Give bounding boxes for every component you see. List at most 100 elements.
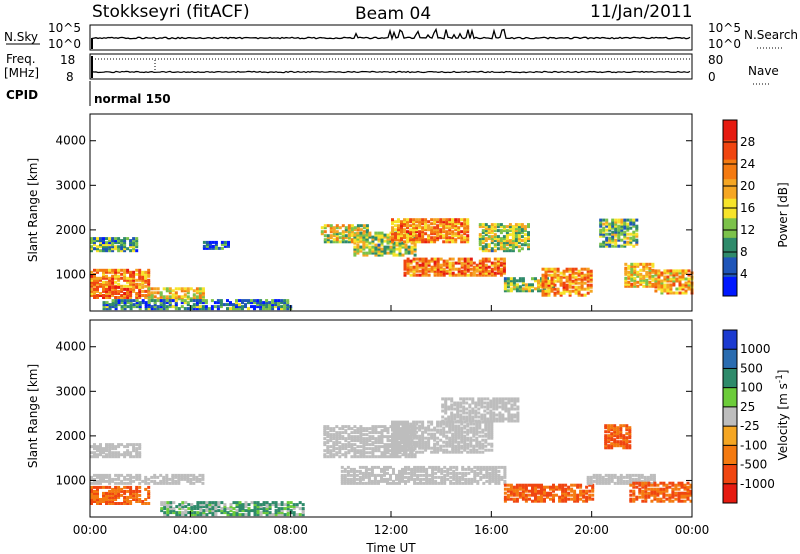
power-cell xyxy=(144,301,148,305)
power-cell xyxy=(577,269,581,273)
power-cell xyxy=(445,220,449,224)
power-cell xyxy=(493,267,497,271)
velocity-cell xyxy=(126,500,130,503)
velocity-cell xyxy=(274,511,278,515)
power-cell xyxy=(487,257,491,261)
velocity-cell xyxy=(418,420,422,424)
velocity-cell xyxy=(543,491,546,495)
velocity-cell xyxy=(108,495,112,499)
power-cell xyxy=(457,234,461,238)
power-cell xyxy=(460,234,464,238)
power-cell xyxy=(102,282,105,286)
power-cell xyxy=(141,294,145,297)
velocity-cell xyxy=(253,511,257,515)
power-cell xyxy=(138,292,142,295)
velocity-cell xyxy=(415,426,419,430)
velocity-cell xyxy=(123,498,127,501)
power-cell xyxy=(180,297,184,301)
power-cell xyxy=(608,240,612,244)
velocity-cell xyxy=(400,438,403,442)
power-cell xyxy=(520,225,524,229)
power-cell xyxy=(503,283,507,287)
power-cell xyxy=(153,305,157,309)
power-cell xyxy=(338,236,342,240)
velocity-cell xyxy=(458,471,462,475)
velocity-cell xyxy=(610,475,614,479)
power-cell xyxy=(424,224,428,228)
velocity-cell xyxy=(488,479,492,483)
velocity-cell xyxy=(114,445,118,449)
velocity-cell xyxy=(111,455,115,459)
power-cell xyxy=(344,234,348,238)
velocity-cell xyxy=(413,473,417,477)
power-cell xyxy=(484,269,488,273)
power-cell xyxy=(617,238,621,242)
velocity-cell xyxy=(349,477,353,481)
velocity-cell xyxy=(129,443,133,447)
velocity-cell xyxy=(604,426,608,430)
velocity-cell xyxy=(96,487,99,491)
power-cell xyxy=(280,299,284,303)
power-cell xyxy=(102,239,105,243)
velocity-cell xyxy=(524,483,528,487)
power-cell xyxy=(198,307,202,311)
power-cell xyxy=(168,289,172,293)
velocity-cell xyxy=(510,403,514,407)
velocity-cell xyxy=(171,475,175,479)
velocity-cell xyxy=(335,431,339,435)
power-cell xyxy=(537,287,540,291)
velocity-cell xyxy=(166,509,170,513)
power-cell xyxy=(120,239,124,243)
power-cell xyxy=(630,284,634,288)
velocity-cell xyxy=(271,501,275,505)
velocity-cell xyxy=(689,491,693,495)
velocity-cell xyxy=(108,489,112,493)
power-cell xyxy=(602,218,606,222)
power-cell xyxy=(517,235,521,239)
power-cell xyxy=(496,225,500,229)
velocity-cell xyxy=(332,433,336,437)
power-cell xyxy=(421,228,425,232)
power-cell xyxy=(502,249,506,253)
velocity-cell xyxy=(503,469,507,473)
power-cell xyxy=(678,277,682,281)
velocity-cell xyxy=(196,501,200,505)
power-cell xyxy=(377,247,381,251)
velocity-cell xyxy=(123,502,127,505)
power-cell xyxy=(678,281,682,285)
power-cell xyxy=(150,305,154,309)
velocity-cell xyxy=(338,451,342,455)
power-cell xyxy=(168,295,172,299)
power-cell xyxy=(436,271,440,275)
power-cell xyxy=(159,307,163,311)
power-cell xyxy=(681,271,685,275)
velocity-cell xyxy=(407,471,411,475)
power-cell xyxy=(678,287,682,291)
power-cell xyxy=(509,283,513,287)
velocity-cell xyxy=(478,446,482,450)
velocity-cell xyxy=(380,437,384,441)
velocity-cell xyxy=(467,479,471,483)
velocity-cell xyxy=(486,407,490,411)
velocity-cell xyxy=(484,444,488,448)
power-cell xyxy=(138,296,142,299)
velocity-cell xyxy=(344,447,348,451)
velocity-cell xyxy=(141,479,145,483)
velocity-cell xyxy=(543,493,546,497)
velocity-cell xyxy=(683,499,687,503)
velocity-cell xyxy=(368,439,372,443)
velocity-cell xyxy=(659,499,663,503)
power-cell xyxy=(105,243,108,247)
power-cell xyxy=(493,239,497,243)
power-cell xyxy=(394,224,397,228)
velocity-cell xyxy=(462,417,466,421)
power-cell xyxy=(493,233,497,237)
power-cell xyxy=(105,276,108,280)
velocity-cell xyxy=(181,503,185,507)
velocity-cell xyxy=(409,436,413,440)
power-cell xyxy=(350,226,354,230)
power-cell xyxy=(171,305,175,309)
velocity-cell xyxy=(256,513,260,517)
velocity-cell xyxy=(377,437,381,441)
power-cell xyxy=(469,259,473,263)
